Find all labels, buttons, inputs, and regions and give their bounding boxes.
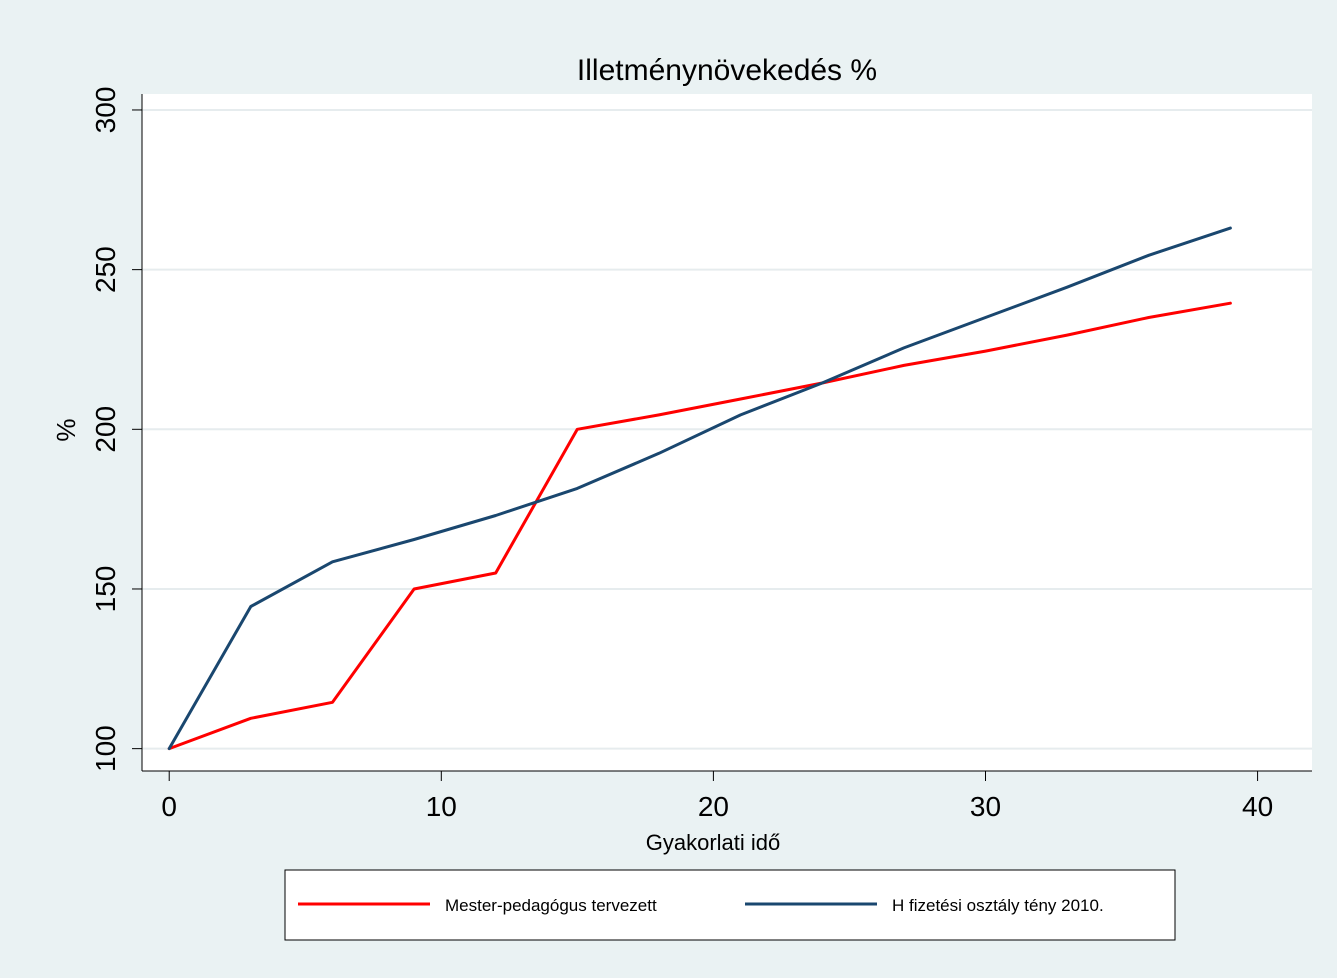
- x-tick-label-30: 30: [970, 791, 1001, 822]
- legend-label-h-fizetesi: H fizetési osztály tény 2010.: [892, 896, 1104, 915]
- series-line-mester-pedagogus: [167, 301, 1232, 751]
- legend-label-mester: Mester-pedagógus tervezett: [445, 896, 657, 915]
- gridlines: [142, 108, 1312, 750]
- legend: Mester-pedagógus tervezett H fizetési os…: [284, 869, 1176, 941]
- chart-title: Illetménynövekedés %: [577, 54, 877, 87]
- legend-box: [284, 869, 1176, 941]
- y-tick-label-200: 200: [90, 406, 121, 453]
- plot-area: [142, 94, 1312, 771]
- x-tick-label-20: 20: [698, 791, 729, 822]
- y-axis-title: %: [51, 418, 81, 441]
- axes: 100 150 200 250 300 0 10 20 30 40: [90, 87, 1312, 822]
- series-lines: [167, 226, 1232, 751]
- y-tick-label-300: 300: [90, 87, 121, 134]
- y-tick-label-150: 150: [90, 566, 121, 613]
- y-tick-label-100: 100: [90, 725, 121, 772]
- y-tick-label-250: 250: [90, 246, 121, 293]
- x-tick-label-10: 10: [426, 791, 457, 822]
- x-tick-label-40: 40: [1242, 791, 1273, 822]
- x-axis-title: Gyakorlati idő: [646, 830, 781, 855]
- series-line-h-fizetesi-osztaly: [167, 226, 1232, 751]
- x-tick-label-0: 0: [161, 791, 177, 822]
